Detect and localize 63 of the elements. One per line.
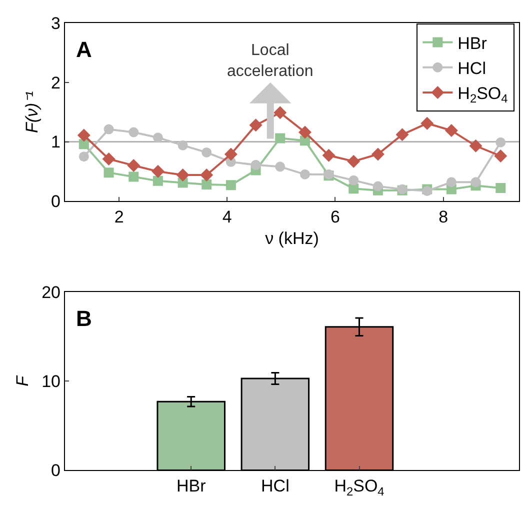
y-tick-label: 2 [51, 73, 60, 92]
point [224, 148, 238, 161]
point [152, 132, 163, 143]
point [78, 152, 89, 162]
point [178, 140, 188, 150]
point [444, 124, 458, 137]
point [202, 179, 212, 190]
point [226, 180, 236, 190]
point [176, 168, 190, 182]
legend-label: H$_{2}$SO$_{4}$ [458, 84, 508, 106]
point [275, 133, 286, 144]
point [104, 124, 114, 134]
annotation: A [76, 37, 92, 62]
point [446, 177, 456, 188]
point [104, 168, 114, 178]
point [348, 175, 359, 186]
point [250, 160, 261, 170]
y-axis-title: F(ν)⁻¹ [22, 90, 42, 134]
point [275, 162, 286, 172]
point [420, 116, 434, 130]
x-tick-label: H$_{2}$SO$_{4}$ [334, 476, 385, 498]
point [494, 150, 508, 163]
point [202, 147, 212, 158]
point [77, 128, 90, 142]
x-axis-title: ν (kHz) [265, 229, 319, 248]
x-tick-label: 6 [330, 208, 340, 227]
point [372, 181, 383, 192]
point [298, 126, 312, 139]
legend-label: HCl [458, 59, 486, 78]
legend-label: HBr [458, 34, 488, 53]
y-tick-label: 20 [42, 283, 60, 302]
point [274, 106, 287, 120]
x-tick-label: 8 [438, 208, 448, 227]
point [470, 177, 481, 188]
point [152, 176, 163, 186]
point [371, 148, 384, 161]
point [128, 172, 139, 182]
point [396, 128, 409, 142]
y-tick-label: 10 [42, 372, 60, 392]
text: B [76, 306, 92, 331]
point [102, 152, 116, 166]
x-tick-label: HBr [176, 476, 206, 496]
y-tick-label: 3 [51, 14, 60, 34]
point [496, 183, 506, 194]
x-tick-label: HCl [261, 476, 290, 496]
point [348, 184, 359, 194]
point [322, 148, 336, 162]
y-axis-title: F [13, 374, 32, 386]
x-tick-label: 4 [222, 208, 232, 227]
y-tick-label: 1 [51, 132, 60, 152]
point [496, 137, 506, 148]
point [200, 168, 214, 182]
annotation: Local acceleration [227, 42, 314, 80]
x-tick-label: 2 [114, 208, 124, 227]
point [128, 127, 139, 138]
point [249, 118, 262, 132]
point [151, 164, 164, 178]
point [469, 139, 482, 152]
point [347, 154, 360, 168]
y-tick-label: 0 [51, 192, 60, 212]
point [300, 169, 310, 180]
y-tick-label: 0 [51, 461, 60, 480]
point [127, 158, 140, 172]
